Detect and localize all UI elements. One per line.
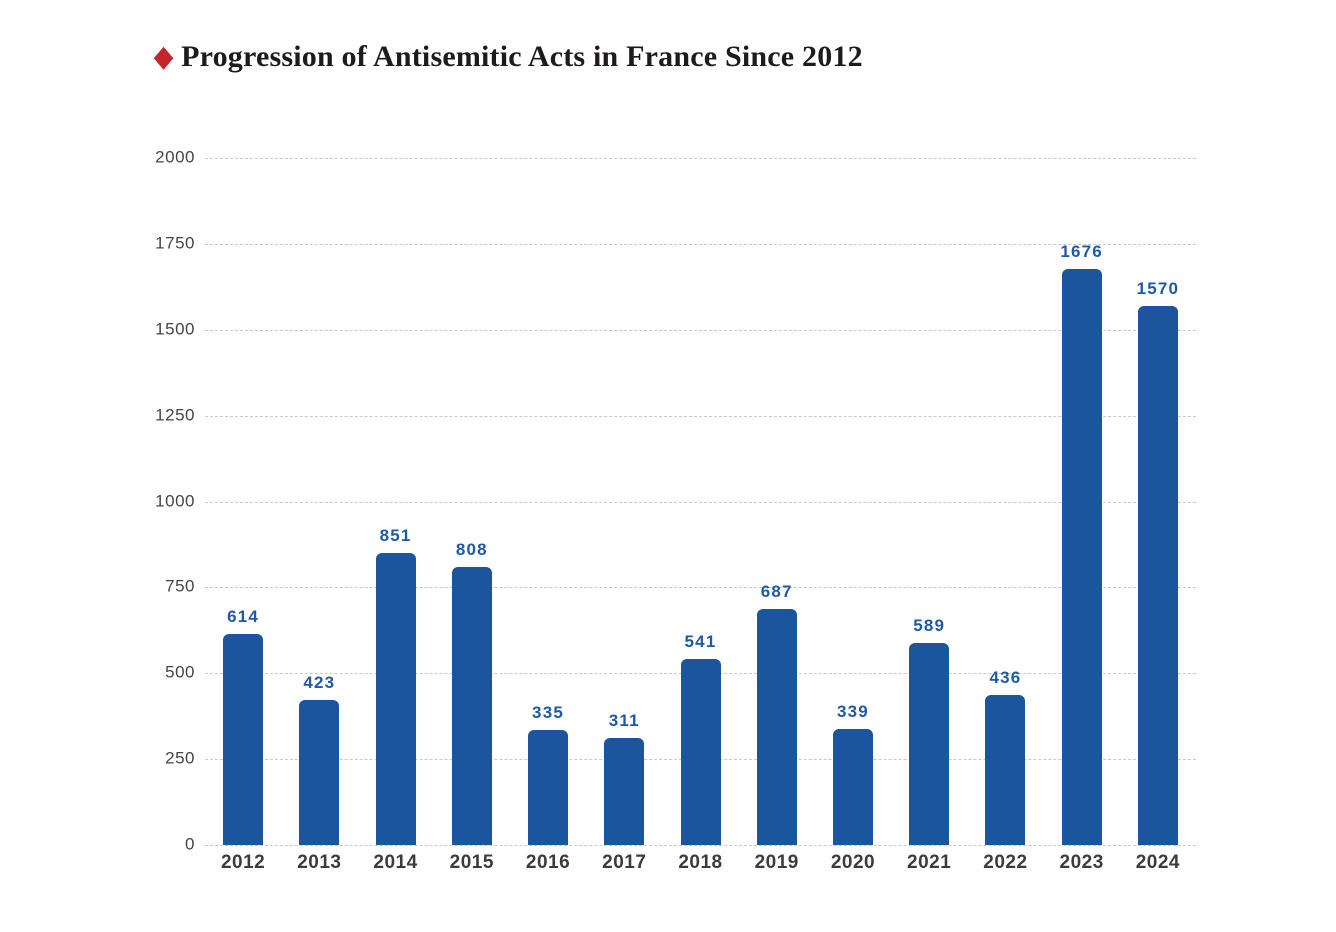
x-axis-tick-label: 2021 [907,852,952,873]
page-title: Progression of Antisemitic Acts in Franc… [181,40,863,73]
x-axis-tick-label: 2014 [373,852,418,873]
x-axis-tick-label: 2016 [525,852,571,873]
bar-value-label: 589 [913,615,946,635]
bar-2020 [832,728,873,845]
bar-value-label: 311 [608,711,640,731]
y-axis-tick-label: 1500 [155,319,195,339]
grid-line [205,415,1196,417]
x-axis-tick-label: 2019 [754,852,799,873]
x-axis-tick-label: 2015 [449,852,494,873]
bar-2021 [909,642,950,845]
grid-line [205,501,1196,503]
y-axis-tick-label: 250 [165,748,195,768]
bar-value-label: 1570 [1136,278,1180,298]
bar-2013 [299,699,340,845]
y-axis-tick-label: 750 [165,576,195,596]
bar-2019 [756,609,797,845]
x-axis-tick-label: 2020 [830,852,876,873]
bar-value-label: 541 [684,632,717,652]
y-axis-tick-label: 2000 [155,147,195,167]
bar-2024 [1137,305,1178,845]
bar-2017 [604,738,645,845]
grid-line [205,587,1196,589]
x-axis-tick-label: 2022 [983,852,1028,873]
y-axis-tick-label: 1750 [155,233,195,253]
grid-line [205,329,1196,331]
bar-value-label: 1676 [1060,242,1103,262]
y-axis-tick-label: 0 [185,834,195,854]
y-axis: 0 250 500 750 1000 1250 1500 1750 2000 [0,148,195,854]
grid-line [205,243,1196,245]
bar-value-label: 436 [989,668,1022,688]
bar-value-label: 808 [455,540,488,560]
y-axis-tick-label: 1000 [155,491,195,511]
chart-header: ◆ Progression of Antisemitic Acts in Fra… [152,40,863,74]
bar-value-label: 851 [379,525,412,545]
bar-value-label: 614 [227,607,260,627]
grid-line [205,158,1196,159]
bar-2015 [451,567,492,845]
bar-2023 [1061,269,1102,845]
grid-line [205,845,1196,846]
bar-2012 [223,634,264,845]
bar-value-label: 339 [836,701,869,721]
bar-value-label: 687 [760,582,793,601]
x-axis-tick-label: 2023 [1059,852,1104,873]
red-diamond-icon: ◆ [153,40,174,73]
bar-2022 [985,695,1026,845]
bar-2014 [375,552,416,845]
bar-2018 [680,659,721,845]
bar-value-label: 423 [303,672,336,692]
x-axis-tick-label: 2012 [220,852,266,873]
x-axis-tick-label: 2024 [1135,852,1181,873]
x-axis-tick-label: 2017 [602,852,647,873]
y-axis-tick-label: 1250 [155,405,195,425]
x-axis-tick-label: 2018 [678,852,723,873]
plot-area: 614 2012 423 2013 851 2014 808 2015 335 2016 311 20… [205,158,1196,873]
bar-2016 [528,729,569,845]
bar-value-label: 335 [532,702,565,722]
y-axis-tick-label: 500 [165,662,195,682]
x-axis-tick-label: 2013 [297,852,342,873]
